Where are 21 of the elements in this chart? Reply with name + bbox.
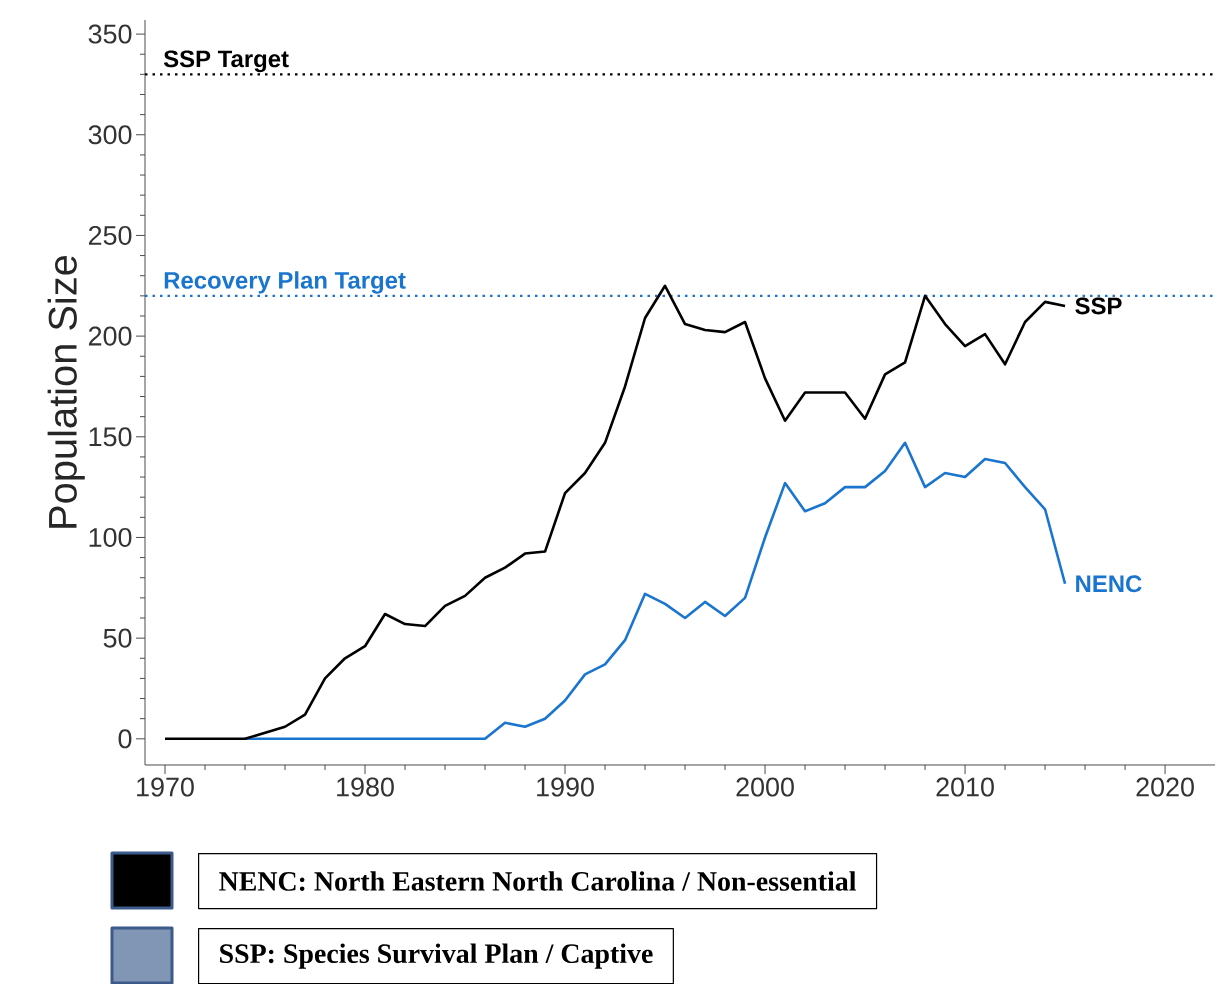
y-tick-label: 300	[88, 124, 132, 145]
y-axis-title: Population Size	[47, 255, 85, 528]
x-tick-label: 1980	[337, 777, 394, 797]
y-tick-label: 350	[88, 24, 132, 44]
x-tick-label: 2020	[1136, 777, 1194, 797]
y-tick-label: 100	[89, 527, 132, 547]
y-tick-label: 0	[118, 729, 132, 749]
ref-line-label: Recovery Plan Target	[164, 271, 406, 294]
ref-line-label: SSP Target	[163, 50, 289, 72]
series-label: NENC	[1076, 575, 1142, 592]
x-tick-label: 2000	[736, 777, 794, 797]
y-tick-label: 150	[89, 427, 132, 447]
x-tick-label: 1970	[137, 777, 194, 797]
x-tick-label: 1990	[537, 777, 594, 797]
y-tick-label: 200	[88, 326, 132, 346]
x-tick-label: 2010	[936, 777, 994, 797]
y-tick-label: 250	[88, 225, 132, 245]
series-label: SSP	[1075, 297, 1122, 315]
y-tick-label: 50	[103, 628, 132, 648]
text: SSP: Species Survival Plan / Captive	[220, 943, 653, 969]
text: NENC: North Eastern North Carolina / Non-essential	[219, 870, 857, 891]
